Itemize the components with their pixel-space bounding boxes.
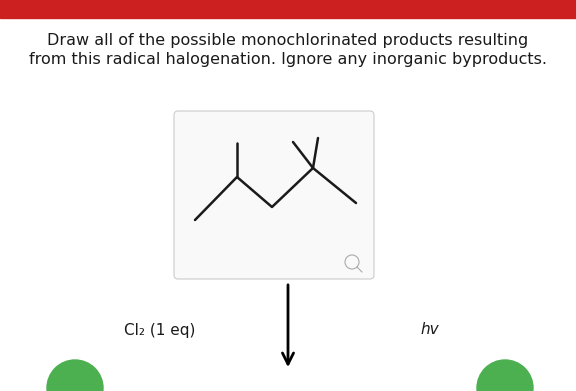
- Text: from this radical halogenation. Ignore any inorganic byproducts.: from this radical halogenation. Ignore a…: [29, 52, 547, 67]
- Text: hv: hv: [420, 323, 439, 337]
- Circle shape: [47, 360, 103, 391]
- Text: Draw all of the possible monochlorinated products resulting: Draw all of the possible monochlorinated…: [47, 33, 529, 48]
- Text: Cl₂ (1 eq): Cl₂ (1 eq): [124, 323, 196, 337]
- Bar: [0, 0, 576, 18]
- Circle shape: [477, 360, 533, 391]
- FancyBboxPatch shape: [174, 111, 374, 279]
